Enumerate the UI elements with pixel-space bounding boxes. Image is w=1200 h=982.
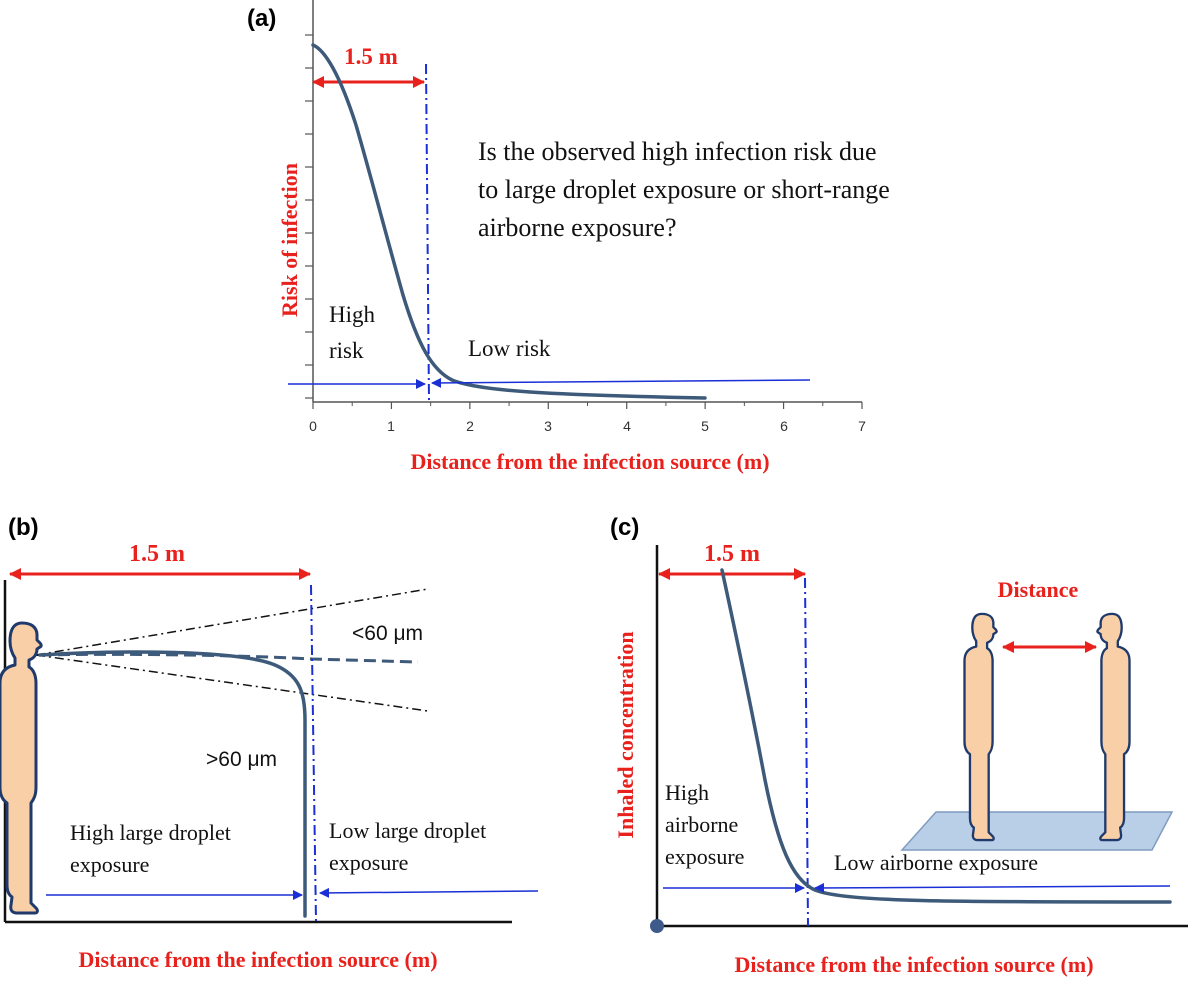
panel-a-y-ticks: [305, 34, 313, 399]
small-droplet-label: <60 μm: [352, 622, 423, 645]
panel-a-x-tick-label: 4: [623, 418, 631, 434]
low-region-arrow: [814, 882, 1171, 893]
panel-a-x-tick-label: 6: [780, 418, 788, 434]
question-text: to large droplet exposure or short-range: [478, 175, 890, 204]
panel-a-span-label: 1.5 m: [344, 44, 398, 69]
spread-boundary: [35, 654, 429, 712]
panel-c-label: (c): [610, 514, 639, 541]
risk-curve: [311, 43, 707, 400]
panel-a-y-axis-label: Risk of infection: [277, 163, 302, 317]
panel-c: (c) Inhaled concentration 1.5 m High air…: [610, 514, 1188, 977]
panel-a-label: (a): [247, 5, 276, 32]
large-droplet-trajectory: [38, 650, 307, 918]
panel-b-high-label: exposure: [70, 852, 149, 877]
panel-b-high-label: High large droplet: [70, 820, 231, 845]
threshold-line: [804, 577, 809, 927]
panel-a-x-tick-label: 7: [858, 418, 866, 434]
panel-c-high-label: exposure: [665, 844, 744, 869]
panel-b-label: (b): [8, 514, 39, 541]
person-figure-icon: [963, 612, 998, 842]
person-figure-icon: [1096, 612, 1131, 842]
panel-b-span-label: 1.5 m: [129, 541, 185, 567]
panel-c-x-axis-label: Distance from the infection source (m): [734, 952, 1093, 977]
origin-dot: [650, 919, 664, 933]
panel-b-x-axis-label: Distance from the infection source (m): [78, 947, 437, 972]
panel-c-low-label: Low airborne exposure: [834, 850, 1038, 875]
panel-a: (a) 0 1 2 3 4 5 6 7 Risk of infection Di…: [247, 0, 890, 474]
panel-b-low-label: exposure: [329, 850, 408, 875]
panel-b: (b) 1.5 m <60 μm >60 μm High large dropl…: [0, 514, 539, 972]
threshold-line: [310, 584, 317, 923]
question-text: Is the observed high infection risk due: [478, 137, 877, 166]
low-region-arrow: [319, 887, 539, 898]
spread-boundary: [35, 588, 429, 656]
low-region-arrow: [431, 377, 811, 388]
concentration-curve: [720, 568, 1172, 904]
panel-c-high-label: High: [665, 780, 709, 805]
panel-a-low-label: Low risk: [468, 336, 551, 361]
panel-a-high-label: risk: [329, 338, 364, 363]
panel-c-span-label: 1.5 m: [704, 541, 760, 567]
threshold-line: [425, 63, 430, 403]
panel-a-x-tick-label: 0: [309, 418, 317, 434]
panel-a-x-ticks: [312, 402, 863, 409]
panel-a-x-tick-label: 5: [701, 418, 709, 434]
panel-a-x-tick-label: 3: [544, 418, 552, 434]
panel-c-high-label: airborne: [665, 812, 738, 837]
panel-a-high-label: High: [329, 302, 376, 327]
panel-b-low-label: Low large droplet: [329, 818, 486, 843]
panel-a-x-axis-label: Distance from the infection source (m): [410, 449, 769, 474]
question-text: airborne exposure?: [478, 213, 677, 242]
distance-label: Distance: [998, 577, 1079, 602]
panel-c-y-axis-label: Inhaled concentration: [613, 631, 638, 838]
large-droplet-label: >60 μm: [206, 748, 277, 771]
panel-a-x-tick-label: 2: [466, 418, 474, 434]
floor-plane: [900, 811, 1174, 851]
panel-a-x-tick-label: 1: [387, 418, 395, 434]
